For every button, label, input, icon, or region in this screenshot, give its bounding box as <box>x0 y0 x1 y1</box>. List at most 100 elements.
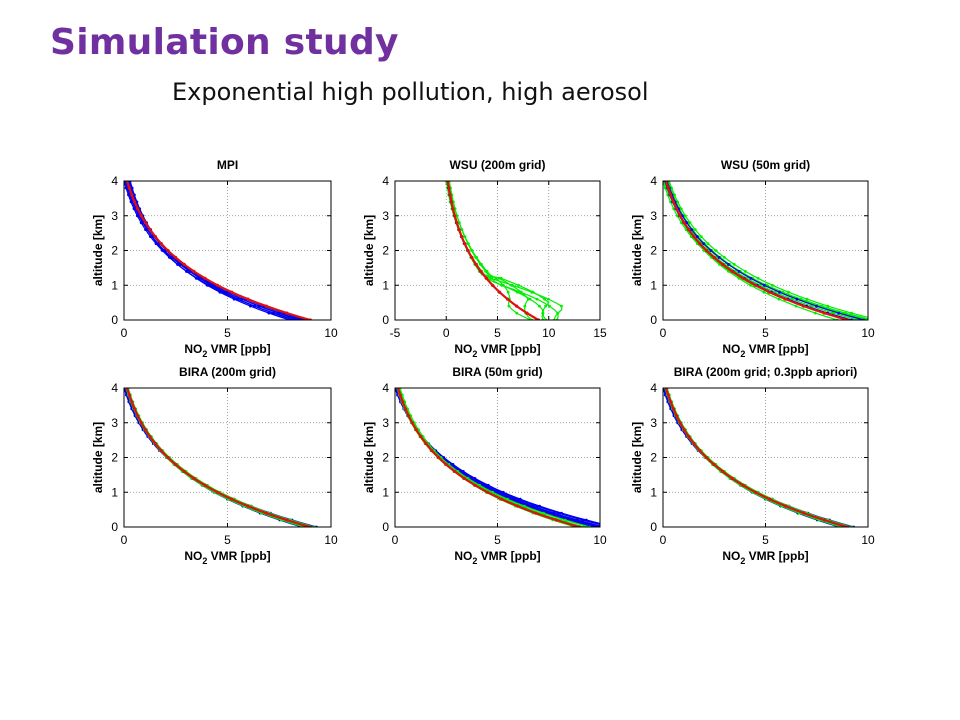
red-profile-point <box>484 276 488 280</box>
red-profile-point <box>192 476 196 480</box>
green-profile-point <box>560 304 563 308</box>
y-axis-label: altitude [km] <box>630 215 644 286</box>
green-profile-point <box>544 304 547 308</box>
green-profile-point <box>502 283 505 287</box>
blue-profile-point <box>549 511 553 515</box>
red-profile-point <box>447 186 451 190</box>
red-profile-point <box>139 421 143 425</box>
red-profile-point <box>784 297 788 301</box>
green-profile-point <box>506 290 510 294</box>
x-axis-label: NO2 VMR [ppb] <box>722 549 808 566</box>
x-axis-label-pre: NO <box>454 549 472 563</box>
blue-profile-point <box>572 518 576 522</box>
blue-profile-point <box>161 249 165 252</box>
red-profile-point <box>712 462 716 466</box>
green-profile-point <box>480 263 483 266</box>
green-profile-point <box>714 249 718 252</box>
x-axis-label-post: VMR [ppb] <box>207 342 270 356</box>
x-axis-label-sub: 2 <box>740 556 745 566</box>
red-profile-point <box>203 483 207 487</box>
green-profile-point <box>826 304 830 308</box>
red-profile-point <box>470 255 474 259</box>
blue-profile-point <box>276 311 280 315</box>
blue-profile-point <box>486 483 490 487</box>
axes-frame <box>123 387 332 528</box>
red-profile-point <box>430 449 434 453</box>
x-axis-label: NO2 VMR [ppb] <box>454 342 540 359</box>
x-axis-label-post: VMR [ppb] <box>477 549 540 563</box>
green-profile-point <box>528 297 532 301</box>
red-profile-point <box>687 435 691 439</box>
red-profile-point <box>473 483 477 487</box>
axes-frame <box>123 180 332 321</box>
x-axis-label: NO2 VMR [ppb] <box>184 549 270 566</box>
green-profile-point <box>794 304 798 308</box>
red-profile-point <box>133 200 137 204</box>
red-profile-point <box>462 476 466 480</box>
y-tick-label: 0 <box>111 520 118 534</box>
red-profile-point <box>453 469 457 473</box>
x-tick-label: 5 <box>494 533 501 547</box>
blue-profile-point <box>209 283 213 287</box>
green-profile-point <box>693 228 697 232</box>
green-profile-point <box>675 214 679 218</box>
green-profile-point <box>672 207 676 211</box>
panel-title: WSU (200m grid) <box>449 158 545 172</box>
red-profile-point <box>822 311 826 315</box>
blue-profile-point <box>685 221 689 225</box>
red-profile-point <box>768 497 772 501</box>
red-profile-point <box>486 490 490 494</box>
red-profile-point <box>784 504 788 508</box>
green-profile-point <box>515 311 519 315</box>
red-profile-point <box>285 518 289 522</box>
red-profile-point <box>692 442 696 446</box>
x-tick-label: 5 <box>494 326 501 340</box>
x-tick-label: 10 <box>861 326 875 340</box>
red-profile-point <box>130 193 134 197</box>
red-profile-point <box>678 421 682 425</box>
red-profile-point <box>453 214 457 218</box>
red-profile-point <box>675 414 679 418</box>
green-profile-point <box>538 304 541 308</box>
blue-profile-point <box>518 497 522 501</box>
red-profile-point <box>148 228 152 232</box>
blue-profile-point <box>609 526 612 529</box>
red-profile-point <box>139 214 143 218</box>
green-profile-point <box>787 290 790 294</box>
blue-profile-point <box>584 518 588 522</box>
x-tick-label: 0 <box>392 533 399 547</box>
x-tick-label: 0 <box>121 326 128 340</box>
blue-profile-point <box>511 497 515 501</box>
red-profile-point <box>143 428 147 432</box>
y-tick-label: 1 <box>111 278 118 292</box>
red-profile-point <box>401 400 405 404</box>
blue-profile-point <box>232 297 236 301</box>
red-profile-point <box>455 221 459 225</box>
red-profile-point <box>436 455 441 460</box>
green-profile-point <box>530 290 534 294</box>
green-profile-point <box>756 276 760 280</box>
green-profile-point <box>688 221 692 225</box>
x-axis-label-sub: 2 <box>202 556 207 566</box>
red-profile-point <box>466 248 470 253</box>
blue-profile-point <box>717 256 721 259</box>
y-tick-label: 4 <box>382 381 389 395</box>
red-profile-point <box>153 442 157 446</box>
red-profile-point <box>704 248 709 253</box>
green-profile-point <box>510 283 513 287</box>
red-profile-point <box>444 462 448 466</box>
green-profile-point <box>877 319 880 322</box>
blue-profile-point <box>795 297 799 301</box>
x-tick-label: 5 <box>762 326 769 340</box>
y-tick-label: 0 <box>650 520 657 534</box>
panel-title: MPI <box>217 158 238 172</box>
red-profile-point <box>479 269 483 273</box>
y-axis-label: altitude [km] <box>91 422 105 493</box>
green-profile-point <box>831 311 835 315</box>
blue-profile-point <box>501 490 505 494</box>
red-profile-point <box>500 497 504 501</box>
red-profile-point <box>698 449 702 453</box>
